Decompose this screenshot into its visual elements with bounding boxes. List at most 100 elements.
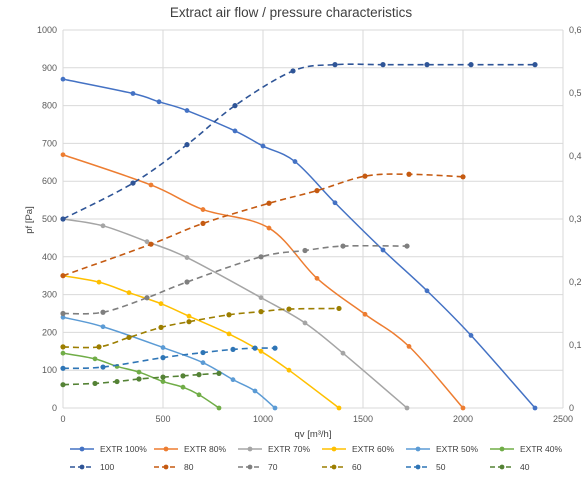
series-60-point <box>186 319 192 325</box>
y2-tick-label: 0,6 <box>569 25 582 35</box>
series-extr-40-point <box>180 384 186 390</box>
series-extr-70-point <box>144 239 150 245</box>
series-100-point <box>290 68 296 74</box>
series-extr-100-point <box>292 159 298 164</box>
series-extr-100-point <box>232 128 238 134</box>
legend-label: 60 <box>352 462 362 472</box>
legend-label: EXTR 50% <box>436 444 478 454</box>
series-extr-70-point <box>184 255 190 260</box>
series-60-point <box>226 312 232 318</box>
series-extr-60-point <box>258 348 264 354</box>
series-40-point <box>136 376 142 382</box>
series-extr-60-point <box>96 279 102 285</box>
legend-label: EXTR 40% <box>520 444 562 454</box>
legend-label: EXTR 100% <box>100 444 147 454</box>
series-extr-80-point <box>148 182 154 188</box>
series-50-point <box>252 345 258 351</box>
legend-label: 40 <box>520 462 530 472</box>
series-80-point <box>362 173 368 179</box>
series-extr-100-point <box>184 108 190 113</box>
x-tick-label: 1500 <box>353 414 373 424</box>
series-extr-70-point <box>340 350 346 356</box>
legend-swatch-marker <box>331 446 337 452</box>
series-extr-80-point <box>200 207 206 212</box>
series-60-point <box>286 306 292 312</box>
legend-label: 80 <box>184 462 194 472</box>
y-tick-label: 200 <box>42 327 57 337</box>
series-70-point <box>60 310 66 317</box>
y-tick-label: 900 <box>42 63 57 73</box>
series-80-point <box>314 188 320 194</box>
legend-swatch-marker <box>499 446 505 452</box>
series-100-point <box>184 142 190 148</box>
series-extr-100-point <box>130 91 136 96</box>
series-70-point <box>144 295 150 301</box>
series-extr-70-point <box>302 320 308 326</box>
series-extr-60-point <box>336 405 342 411</box>
series-50-point <box>230 346 236 353</box>
series-extr-60-point <box>158 301 164 307</box>
series-extr-50-point <box>60 314 66 320</box>
y-tick-label: 300 <box>42 290 57 300</box>
series-70-point <box>184 279 190 285</box>
series-extr-50-point <box>230 377 236 383</box>
series-extr-70-point <box>100 223 106 229</box>
series-extr-100-line <box>62 78 536 409</box>
x-tick-label: 1000 <box>253 414 273 424</box>
tick-labels: 0 100 200 300 400 500 600 700 800 900 1000 0 0,1 0,2 0… <box>37 25 582 424</box>
legend: EXTR 100% EXTR 80% EXTR 70% EXTR 60% EXTR 50… <box>70 444 562 472</box>
series-40-point <box>196 372 202 378</box>
y-tick-label: 100 <box>42 365 57 375</box>
series-40-point <box>114 378 120 385</box>
y-tick-label: 400 <box>42 252 57 262</box>
series-60-point <box>96 344 102 350</box>
legend-swatch-marker <box>79 464 85 470</box>
series-extr-100-point <box>532 405 538 411</box>
series-80-point <box>406 171 412 177</box>
series-60-point <box>336 305 342 312</box>
legend-swatch-marker <box>415 464 421 470</box>
series-80-point <box>60 273 66 279</box>
series-100-point <box>532 62 538 68</box>
series-extr-70-point <box>258 295 264 301</box>
series-extr-100-point <box>260 143 266 149</box>
series-extr-50-point <box>252 388 258 394</box>
series-extr-80-point <box>314 275 320 281</box>
series-70-point <box>258 254 264 260</box>
series-100-point <box>130 180 136 186</box>
legend-swatch-marker <box>163 446 169 452</box>
series-extr-50-point <box>200 360 206 366</box>
series-40-point <box>216 370 222 376</box>
series-60-point <box>258 309 264 315</box>
y2-tick-label: 0,5 <box>569 88 582 98</box>
series-100-point <box>424 62 430 68</box>
series-extr-50-point <box>100 324 106 330</box>
series-extr-40-point <box>60 350 66 356</box>
series-extr-80-point <box>460 405 466 411</box>
series-extr-50-point <box>160 345 166 350</box>
y-axis-label: pf [Pa] <box>24 206 35 233</box>
series-extr-80-point <box>266 225 272 231</box>
series-extr-50-point <box>272 405 278 411</box>
series-60-point <box>126 334 132 341</box>
series-extr-100-point <box>156 99 162 105</box>
series-100-line <box>62 63 535 220</box>
legend-label: EXTR 60% <box>352 444 394 454</box>
series-50-point <box>160 355 166 361</box>
series-extr-40-point <box>160 379 166 384</box>
series-extr-80-point <box>406 343 412 349</box>
y-tick-label: 600 <box>42 176 57 186</box>
series-extr-60-point <box>226 331 232 337</box>
series-100-point <box>468 62 474 68</box>
series-40-point <box>180 373 186 379</box>
x-tick-label: 2000 <box>453 414 473 424</box>
series-60-line <box>62 307 340 349</box>
y2-tick-label: 0,1 <box>569 340 582 350</box>
legend-swatch-marker <box>415 446 421 452</box>
series-40-point <box>60 382 66 388</box>
series-100-point <box>380 62 386 68</box>
legend-swatch-marker <box>499 464 505 470</box>
y-tick-label: 500 <box>42 214 57 224</box>
y2-tick-label: 0,4 <box>569 151 582 161</box>
